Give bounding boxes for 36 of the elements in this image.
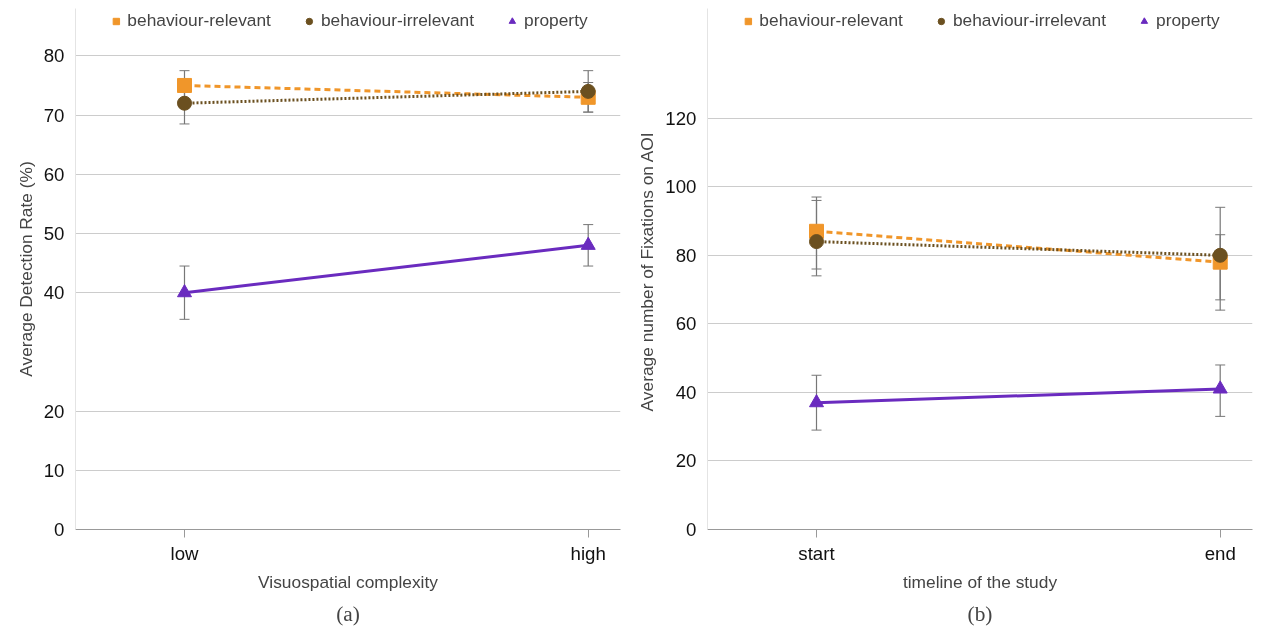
y-tick-label: 10 [43,459,65,481]
y-tick-label: 20 [675,450,697,472]
y-tick-label: 60 [675,313,697,335]
point [1212,247,1228,263]
y-tick-label: 60 [43,163,65,185]
y-tick-label: 0 [686,519,697,540]
point [177,95,192,111]
legend-label: property [1156,10,1220,31]
legend-label: behaviour-relevant [127,10,271,31]
x-tick-label: end [1204,542,1236,564]
y-tick-label: 120 [665,107,697,129]
legend-label: property [524,10,588,31]
y-tick-label: 100 [665,176,697,198]
y-tick-label: 80 [43,45,65,67]
point [580,83,596,99]
y-axis-title: Average number of Fixations on AOI [637,132,658,412]
legend-label: behaviour-irrelevant [952,10,1107,31]
x-tick-label: low [170,542,200,564]
x-axis-title: Visuospatial complexity [258,571,439,592]
legend-label: behaviour-relevant [759,10,903,31]
point [177,77,192,93]
y-tick-label: 80 [675,244,697,266]
text: (b) [967,601,993,626]
x-axis-title: timeline of the study [902,571,1058,592]
y-tick-label: 70 [43,104,65,126]
y-tick-label: 40 [43,282,65,304]
x-tick-label: start [798,542,836,564]
y-axis-title: Average Detection Rate (%) [15,161,36,377]
y-tick-label: 20 [43,400,65,422]
text: (a) [336,601,360,626]
y-tick-label: 0 [54,519,65,540]
legend-label: behaviour-irrelevant [320,10,475,31]
point [809,234,824,250]
x-tick-label: high [570,542,606,564]
y-tick-label: 50 [43,222,65,244]
y-tick-label: 40 [675,381,697,403]
